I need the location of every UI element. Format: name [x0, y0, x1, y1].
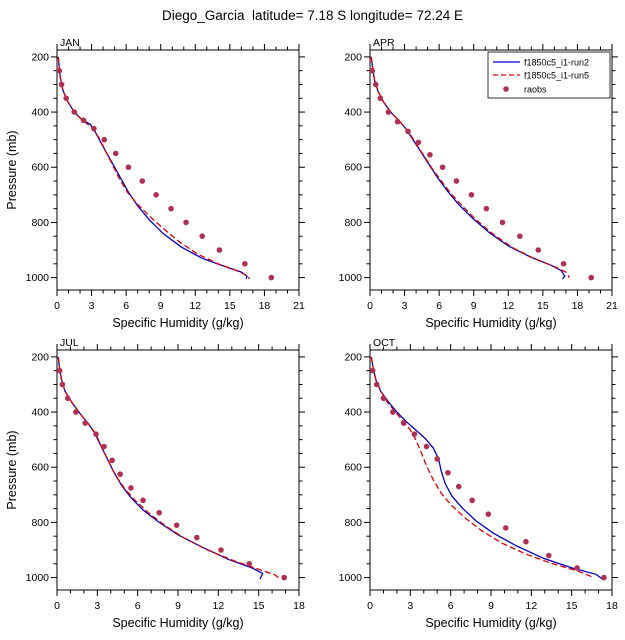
- x-tick-label: 0: [54, 600, 60, 612]
- x-tick-label: 18: [293, 600, 305, 612]
- y-tick-label: 200: [344, 351, 362, 363]
- x-axis: 0 3 6 9 12 15 18: [367, 344, 618, 612]
- x-tick-label: 9: [471, 300, 477, 312]
- x-tick-label: 9: [488, 600, 494, 612]
- x-tick-label: 6: [135, 600, 141, 612]
- y-tick-label: 600: [32, 462, 50, 474]
- raobs-markers: [369, 367, 607, 581]
- x-axis: 0 3 6 9 12 15 18: [54, 344, 305, 612]
- x-tick-label: 18: [606, 600, 618, 612]
- y-tick-label: 600: [344, 162, 362, 174]
- x-tick-label: 15: [224, 300, 236, 312]
- plot-frame: [56, 349, 300, 591]
- x-tick-label: 21: [606, 300, 618, 312]
- x-tick-label: 0: [367, 600, 373, 612]
- y-axis: 200 400 600 800 1000: [26, 51, 306, 284]
- x-tick-label: 12: [213, 600, 225, 612]
- legend-label: raobs: [524, 85, 547, 95]
- y-tick-label: 1000: [338, 572, 362, 584]
- series-run5-line: [57, 56, 251, 280]
- x-axis-label: Specific Humidity (g/kg): [113, 616, 244, 630]
- x-tick-label: 6: [436, 300, 442, 312]
- x-axis: 0 3 6 9 12 15 18 21: [367, 44, 618, 312]
- x-axis-label: Specific Humidity (g/kg): [113, 316, 244, 330]
- y-axis: 200 400 600 800 1000: [338, 351, 618, 584]
- x-tick-label: 9: [175, 600, 181, 612]
- chart-panel-jan: 0 3 6 9 12 15 18 21 200 400 600 800 1000 Specific Hum…: [5, 37, 306, 330]
- panel-label: OCT: [373, 337, 396, 349]
- y-tick-label: 800: [32, 217, 50, 229]
- panel-label: JAN: [60, 37, 80, 49]
- x-tick-label: 9: [158, 300, 164, 312]
- panel-label: APR: [373, 37, 395, 49]
- y-tick-label: 400: [344, 107, 362, 119]
- x-tick-label: 3: [401, 300, 407, 312]
- y-axis-label: Pressure (mb): [5, 130, 19, 209]
- y-tick-label: 1000: [26, 272, 50, 284]
- x-tick-label: 15: [253, 600, 265, 612]
- legend-label: f1850c5_i1-run2: [524, 58, 589, 68]
- x-tick-label: 18: [571, 300, 583, 312]
- y-tick-label: 800: [32, 517, 50, 529]
- y-tick-label: 1000: [26, 572, 50, 584]
- plot-frame: [56, 49, 300, 291]
- x-tick-label: 12: [525, 600, 537, 612]
- raobs-markers: [369, 67, 594, 281]
- chart-panel-jul: 0 3 6 9 12 15 18 200 400 600 800 1000 Specific Humid…: [5, 337, 306, 630]
- x-axis-label: Specific Humidity (g/kg): [425, 616, 556, 630]
- series-run5-line: [57, 356, 281, 580]
- x-tick-label: 3: [407, 600, 413, 612]
- series-run5-line: [370, 56, 570, 278]
- x-tick-label: 3: [89, 300, 95, 312]
- x-axis-label: Specific Humidity (g/kg): [425, 316, 556, 330]
- y-tick-label: 1000: [338, 272, 362, 284]
- x-tick-label: 3: [95, 600, 101, 612]
- x-tick-label: 15: [566, 600, 578, 612]
- x-tick-label: 0: [367, 300, 373, 312]
- y-tick-label: 200: [32, 51, 50, 63]
- y-axis: 200 400 600 800 1000: [338, 51, 618, 284]
- page-title: Diego_Garcia latitude= 7.18 S longitude=…: [162, 8, 463, 23]
- y-tick-label: 400: [32, 107, 50, 119]
- x-tick-label: 21: [293, 300, 305, 312]
- series-run5-line: [370, 356, 594, 580]
- raobs-markers: [57, 367, 288, 581]
- x-tick-label: 6: [123, 300, 129, 312]
- series-run2-line: [57, 56, 249, 280]
- series-run2-line: [57, 356, 264, 580]
- x-axis: 0 3 6 9 12 15 18 21: [54, 44, 305, 312]
- y-tick-label: 600: [32, 162, 50, 174]
- plot-frame: [369, 349, 613, 591]
- y-tick-label: 800: [344, 217, 362, 229]
- x-tick-label: 0: [54, 300, 60, 312]
- chart-panel-oct: 0 3 6 9 12 15 18 200 400 600 800 1000 Specific Humid…: [338, 337, 618, 630]
- y-tick-label: 600: [344, 462, 362, 474]
- y-tick-label: 800: [344, 517, 362, 529]
- y-tick-label: 200: [344, 51, 362, 63]
- plot-frame: [369, 49, 613, 291]
- x-tick-label: 15: [537, 300, 549, 312]
- x-tick-label: 6: [447, 600, 453, 612]
- legend-label: f1850c5_i1-run5: [524, 71, 589, 81]
- chart-panel-apr: 0 3 6 9 12 15 18 21 200 400 600 800 1000 Specific Hum…: [338, 37, 618, 330]
- x-tick-label: 12: [190, 300, 202, 312]
- x-tick-label: 18: [259, 300, 271, 312]
- panel-label: JUL: [60, 337, 79, 349]
- x-tick-label: 12: [502, 300, 514, 312]
- chart-grid: 0 3 6 9 12 15 18 21 200 400 600 800 1000 Specific Hum…: [0, 34, 625, 634]
- series-run2-line: [370, 356, 603, 580]
- y-tick-label: 400: [32, 407, 50, 419]
- y-axis-label: Pressure (mb): [5, 430, 19, 509]
- y-tick-label: 200: [32, 351, 50, 363]
- raobs-markers: [56, 67, 275, 281]
- y-axis: 200 400 600 800 1000: [26, 351, 306, 584]
- y-tick-label: 400: [344, 407, 362, 419]
